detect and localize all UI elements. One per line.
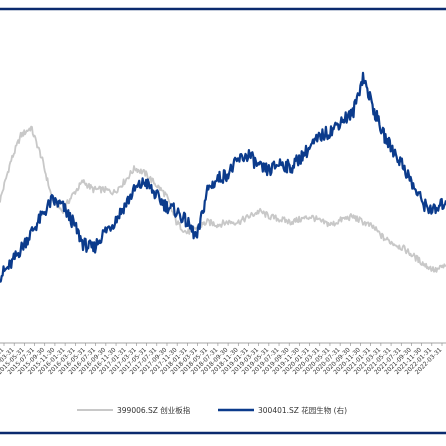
legend-label-series-2: 300401.SZ 花园生物 (右) [258, 405, 347, 415]
legend-label-series-1: 399006.SZ 创业板指 [117, 405, 191, 415]
series-line-2 [0, 71, 446, 283]
plot-area [0, 71, 446, 283]
series-line-1 [0, 125, 446, 273]
x-tick-labels: 2015-01-312015-03-312015-05-312015-07-31… [0, 343, 444, 376]
legend: 399006.SZ 创业板指 300401.SZ 花园生物 (右) [77, 405, 347, 415]
